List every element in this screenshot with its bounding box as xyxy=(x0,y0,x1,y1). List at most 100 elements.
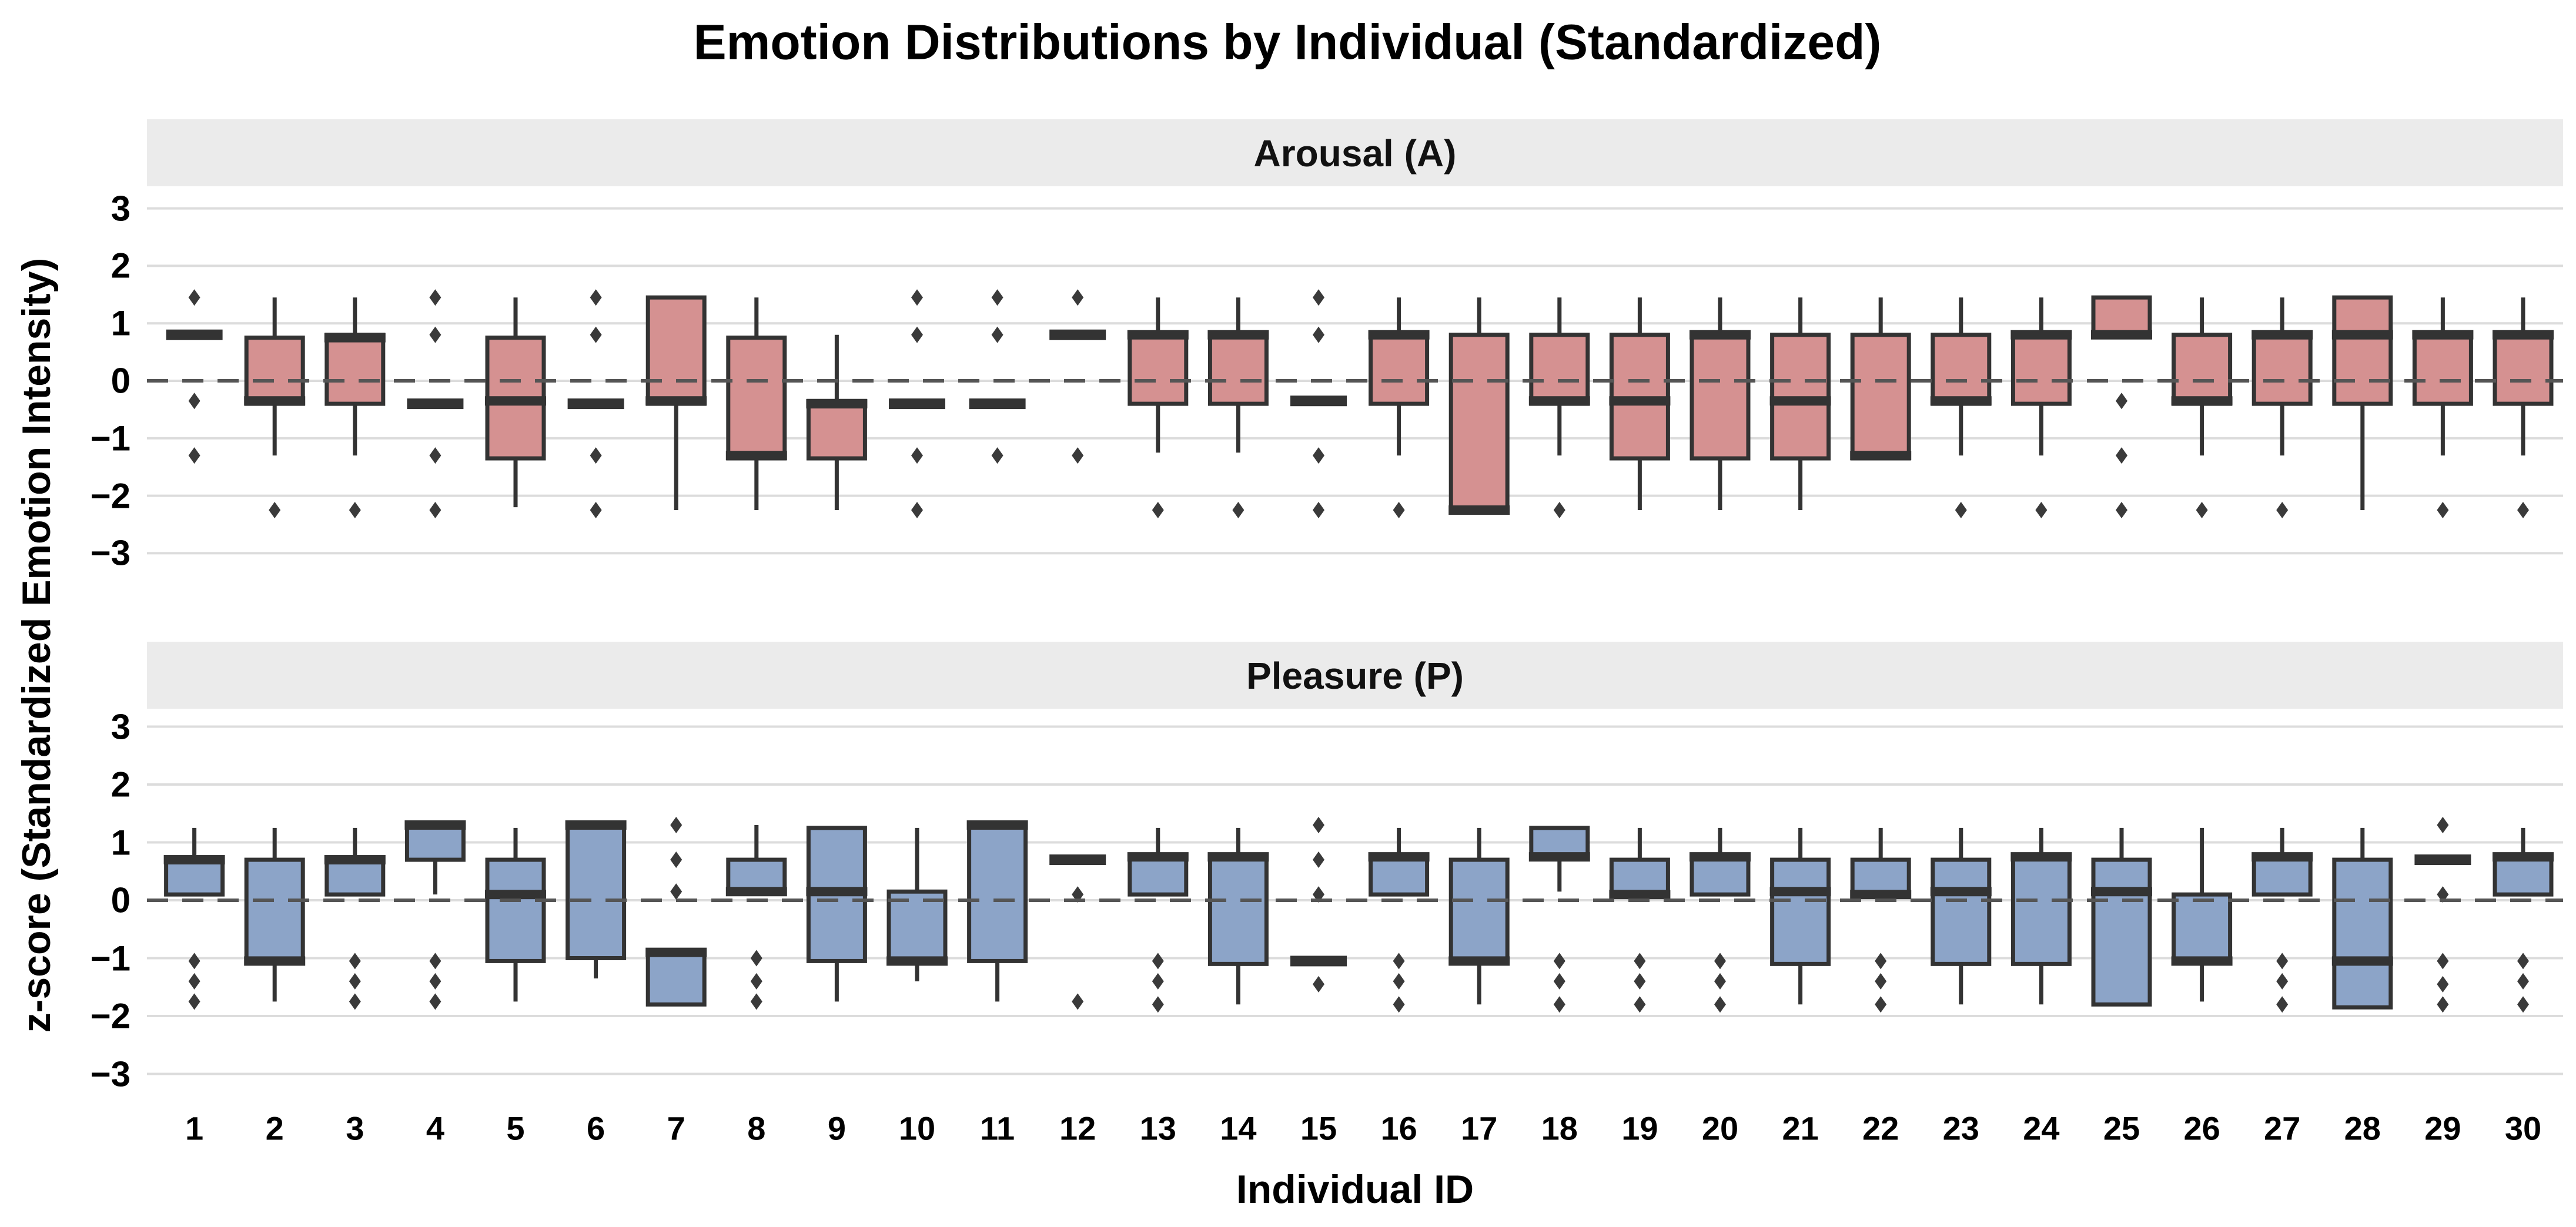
boxplot-median xyxy=(1769,396,1831,406)
outlier-point xyxy=(1875,973,1887,990)
x-tick-label: 28 xyxy=(2344,1109,2381,1147)
y-tick-label: −2 xyxy=(90,476,131,516)
x-tick-label: 29 xyxy=(2424,1109,2461,1147)
boxplot-median xyxy=(1368,852,1430,862)
boxplot-box xyxy=(1931,333,1992,406)
x-tick-label: 18 xyxy=(1541,1109,1578,1147)
boxplot-box xyxy=(566,823,627,960)
boxplot-box xyxy=(2091,295,2152,337)
boxplot-median xyxy=(565,820,627,830)
outlier-point xyxy=(429,447,441,464)
x-tick-label: 26 xyxy=(2183,1109,2220,1147)
boxplot-box xyxy=(2010,333,2072,406)
boxplot-box xyxy=(2493,333,2554,406)
boxplot-box xyxy=(2332,857,2393,1010)
boxplot-median xyxy=(485,396,546,406)
outlier-point xyxy=(670,883,683,900)
x-tick-label: 2 xyxy=(265,1109,284,1147)
outlier-point xyxy=(2437,502,2449,519)
y-tick-label: −2 xyxy=(90,996,131,1036)
outlier-point xyxy=(1393,973,1405,990)
outlier-point xyxy=(750,993,762,1010)
outlier-point xyxy=(1634,996,1646,1013)
outlier-point xyxy=(349,993,361,1010)
boxplot-box xyxy=(1207,333,1269,406)
y-tick-label: 3 xyxy=(111,707,131,746)
boxplot-median xyxy=(1850,890,1912,900)
boxplot-median-dash xyxy=(166,329,223,340)
x-axis-title: Individual ID xyxy=(1236,1167,1474,1212)
boxplot-median-dash xyxy=(969,398,1026,410)
outlier-point xyxy=(1072,993,1084,1010)
outlier-point xyxy=(429,993,441,1010)
boxplot-median xyxy=(725,887,787,897)
boxplot-median xyxy=(2331,330,2393,340)
outlier-point xyxy=(991,289,1003,306)
outlier-point xyxy=(1634,953,1646,970)
boxplot-box xyxy=(1931,857,1992,966)
boxplot-median xyxy=(2252,330,2313,340)
outlier-point xyxy=(1313,975,1324,993)
boxplot-box xyxy=(2493,854,2554,897)
boxplot-median xyxy=(1207,330,1269,340)
outlier-point xyxy=(2276,996,2289,1013)
y-axis-title: z-score (Standardized Emotion Intensity) xyxy=(14,257,59,1033)
boxplot-box xyxy=(1369,333,1430,406)
x-tick-label: 23 xyxy=(1942,1109,1979,1147)
outlier-point xyxy=(1152,996,1164,1013)
outlier-point xyxy=(269,502,281,519)
boxplot-box xyxy=(1690,854,1751,897)
boxplot-box xyxy=(2412,333,2473,406)
outlier-point xyxy=(2437,816,2449,833)
boxplot-box xyxy=(726,857,787,894)
boxplot-box xyxy=(967,823,1028,963)
outlier-point xyxy=(590,447,602,464)
boxplot-median xyxy=(966,820,1028,830)
boxplot-median xyxy=(1609,890,1671,900)
outlier-point xyxy=(2517,953,2529,970)
boxplot-median xyxy=(1690,852,1751,862)
y-tick-label: −1 xyxy=(90,418,131,458)
outlier-point xyxy=(349,953,361,970)
boxplot-median xyxy=(2010,852,2072,862)
outlier-point xyxy=(1313,447,1324,464)
boxplot-box xyxy=(1448,333,1510,512)
boxplot-median-dash xyxy=(407,398,464,410)
outlier-point xyxy=(1714,996,1726,1013)
outlier-point xyxy=(1553,996,1565,1013)
boxplot-box xyxy=(1128,333,1189,406)
boxplot-median xyxy=(2331,956,2393,966)
x-tick-label: 4 xyxy=(426,1109,444,1147)
boxplot-median xyxy=(1609,396,1671,406)
y-tick-label: 2 xyxy=(111,246,131,286)
boxplot-median xyxy=(886,956,948,966)
boxplot-box xyxy=(2091,857,2152,1007)
outlier-point xyxy=(1875,996,1887,1013)
boxplot-median-dash xyxy=(889,398,945,410)
boxplot-box xyxy=(645,950,707,1007)
outlier-point xyxy=(188,289,200,306)
boxplot-box xyxy=(324,857,386,897)
boxplot-box xyxy=(806,398,867,461)
outlier-point xyxy=(188,393,200,410)
y-tick-label: 1 xyxy=(111,823,131,862)
boxplot-median-dash xyxy=(2414,854,2471,866)
boxplot-box xyxy=(1529,826,1590,859)
outlier-point xyxy=(429,953,441,970)
boxplot-median xyxy=(163,855,225,865)
y-tick-label: −3 xyxy=(90,1054,131,1094)
outlier-point xyxy=(188,973,200,990)
outlier-point xyxy=(429,326,441,343)
boxplot-median xyxy=(324,333,386,343)
outlier-point xyxy=(1393,996,1405,1013)
outlier-point xyxy=(750,950,762,967)
boxplot-median-dash xyxy=(1049,329,1106,340)
boxplot-median xyxy=(645,947,707,957)
boxplot-median xyxy=(1690,330,1751,340)
boxplot-median xyxy=(2493,852,2554,862)
boxplot-box xyxy=(244,336,305,406)
boxplot-box xyxy=(1207,854,1269,966)
outlier-point xyxy=(590,326,602,343)
outlier-point xyxy=(1634,973,1646,990)
